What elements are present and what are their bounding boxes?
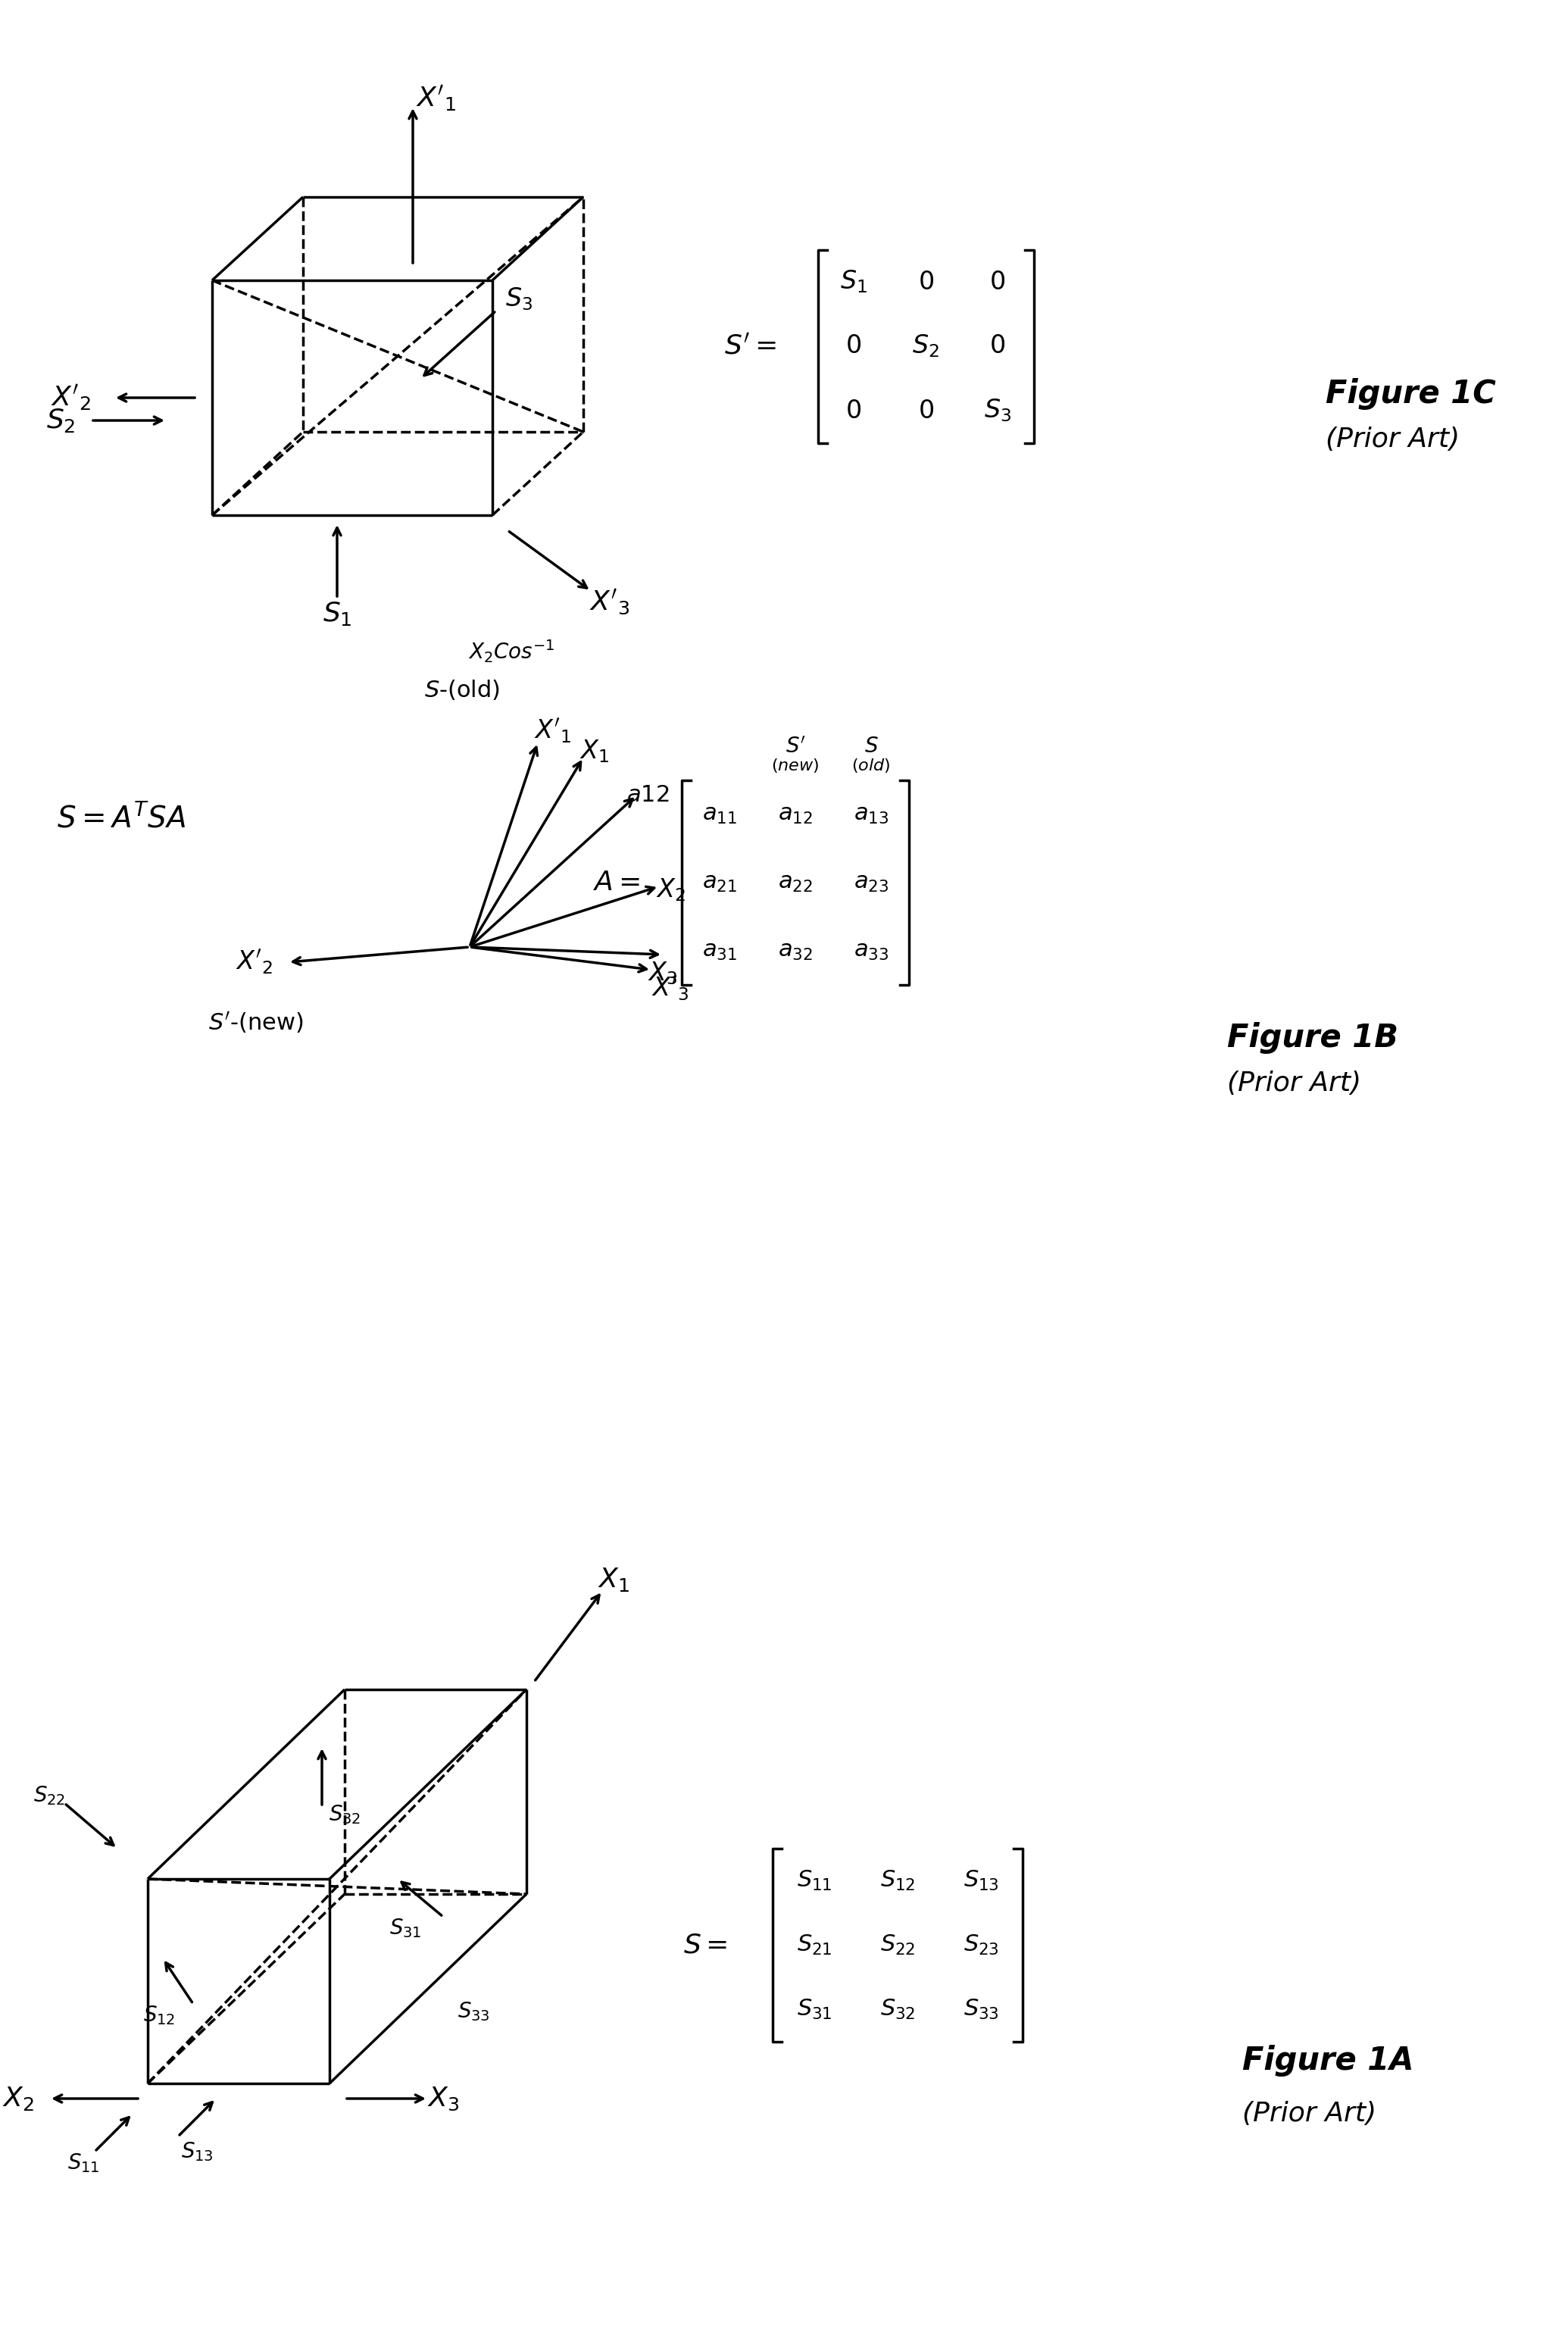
Text: $X'_3$: $X'_3$ (652, 975, 688, 1003)
Text: $S_{12}$: $S_{12}$ (880, 1868, 916, 1891)
Text: $S_1$: $S_1$ (840, 269, 867, 295)
Text: $S\text{-(old)}$: $S\text{-(old)}$ (425, 678, 500, 701)
Text: (Prior Art): (Prior Art) (1242, 2102, 1377, 2128)
Text: $S_{22}$: $S_{22}$ (33, 1784, 66, 1807)
Text: $a_{23}$: $a_{23}$ (853, 872, 889, 893)
Text: $0$: $0$ (917, 397, 933, 423)
Text: $S_2$: $S_2$ (47, 407, 75, 435)
Text: $X'_1$: $X'_1$ (535, 718, 572, 746)
Text: (Prior Art): (Prior Art) (1325, 426, 1460, 451)
Text: $S_{32}$: $S_{32}$ (880, 1997, 916, 2020)
Text: $a_{31}$: $a_{31}$ (702, 940, 737, 961)
Text: $X_3$: $X_3$ (426, 2085, 459, 2111)
Text: $a_{13}$: $a_{13}$ (853, 804, 889, 825)
Text: $0$: $0$ (845, 334, 862, 358)
Text: $S=$: $S=$ (684, 1931, 728, 1957)
Text: $a_{22}$: $a_{22}$ (778, 872, 812, 893)
Text: $S_{21}$: $S_{21}$ (797, 1934, 833, 1957)
Text: $S=A^TSA$: $S=A^TSA$ (56, 804, 185, 832)
Text: $0$: $0$ (845, 397, 862, 423)
Text: $S_{11}$: $S_{11}$ (797, 1868, 833, 1891)
Text: $X_3$: $X_3$ (648, 961, 677, 987)
Text: $S_{13}$: $S_{13}$ (963, 1868, 999, 1891)
Text: $S_1$: $S_1$ (323, 601, 351, 627)
Text: $S_{13}$: $S_{13}$ (180, 2139, 213, 2163)
Text: $X_2$: $X_2$ (2, 2085, 34, 2111)
Text: $S_{12}$: $S_{12}$ (143, 2004, 176, 2027)
Text: $a_{12}$: $a_{12}$ (778, 804, 812, 825)
Text: $a_{11}$: $a_{11}$ (702, 804, 737, 825)
Text: $X'_2$: $X'_2$ (235, 949, 273, 975)
Text: $S_3$: $S_3$ (505, 285, 533, 313)
Text: $X_2Cos^{-1}$: $X_2Cos^{-1}$ (467, 638, 555, 664)
Text: $X_1$: $X_1$ (597, 1566, 629, 1592)
Text: $(new)$: $(new)$ (771, 758, 820, 774)
Text: $S'\text{-(new)}$: $S'\text{-(new)}$ (209, 1010, 303, 1036)
Text: $X_1$: $X_1$ (580, 739, 610, 765)
Text: $S_{11}$: $S_{11}$ (67, 2151, 99, 2174)
Text: Figure 1B: Figure 1B (1228, 1022, 1399, 1054)
Text: $X'_2$: $X'_2$ (52, 383, 91, 411)
Text: $S_{32}$: $S_{32}$ (329, 1803, 361, 1826)
Text: Figure 1C: Figure 1C (1325, 379, 1496, 409)
Text: $a_{32}$: $a_{32}$ (778, 940, 812, 961)
Text: Figure 1A: Figure 1A (1242, 2046, 1414, 2076)
Text: $X'_1$: $X'_1$ (416, 84, 456, 112)
Text: $S_{31}$: $S_{31}$ (389, 1917, 422, 1941)
Text: $S'=$: $S'=$ (724, 334, 776, 360)
Text: $A=$: $A=$ (593, 870, 640, 895)
Text: $0$: $0$ (989, 269, 1005, 295)
Text: $X'_3$: $X'_3$ (590, 587, 630, 617)
Text: $a12$: $a12$ (626, 786, 670, 807)
Text: $S_2$: $S_2$ (913, 332, 939, 360)
Text: $0$: $0$ (917, 269, 933, 295)
Text: $S_{33}$: $S_{33}$ (458, 2001, 489, 2022)
Text: $a_{21}$: $a_{21}$ (702, 872, 737, 893)
Text: $S_3$: $S_3$ (985, 397, 1011, 423)
Text: $S_{22}$: $S_{22}$ (880, 1934, 916, 1957)
Text: $(old)$: $(old)$ (851, 758, 891, 774)
Text: $S'$: $S'$ (786, 736, 806, 758)
Text: $X_2$: $X_2$ (655, 877, 685, 902)
Text: $0$: $0$ (989, 334, 1005, 358)
Text: $a_{33}$: $a_{33}$ (853, 940, 889, 961)
Text: (Prior Art): (Prior Art) (1228, 1071, 1361, 1097)
Text: $S_{31}$: $S_{31}$ (797, 1997, 833, 2020)
Text: $S_{23}$: $S_{23}$ (963, 1934, 999, 1957)
Text: $S_{33}$: $S_{33}$ (963, 1997, 999, 2020)
Text: $S$: $S$ (864, 736, 878, 758)
